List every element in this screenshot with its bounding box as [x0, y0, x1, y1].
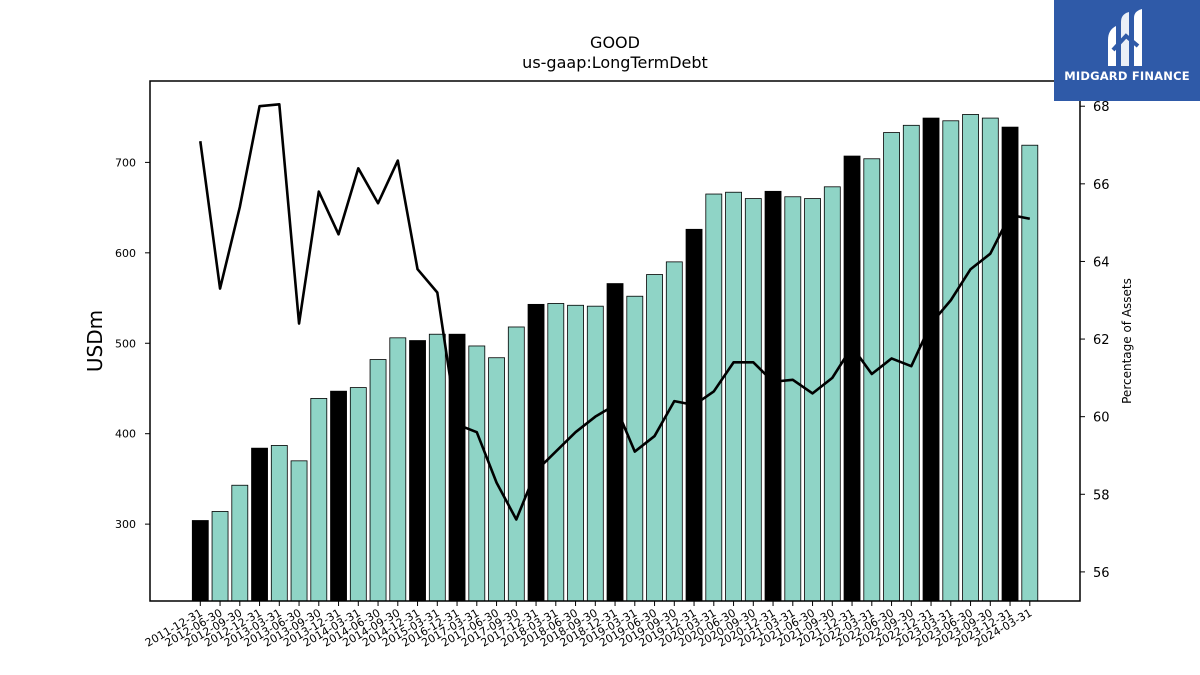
right-tick-label: 66	[1093, 178, 1110, 193]
right-tick-label: 56	[1093, 566, 1110, 581]
bar	[922, 117, 940, 602]
left-tick-label: 400	[115, 428, 136, 441]
right-tick-label: 58	[1093, 488, 1110, 503]
bar	[863, 158, 881, 602]
right-tick-label: 64	[1093, 255, 1110, 270]
bar	[665, 261, 683, 602]
right-tick-label: 68	[1093, 100, 1110, 115]
y-axis-label-left: USDm	[83, 310, 107, 372]
bar	[883, 132, 900, 602]
bar	[764, 190, 782, 602]
bar-series	[191, 114, 1039, 602]
bar	[409, 340, 426, 602]
bar	[507, 326, 525, 602]
bar	[330, 390, 347, 602]
right-axis: 56 58 60 62 64 66 68	[1080, 100, 1110, 581]
bar	[290, 460, 308, 602]
bar	[251, 447, 268, 602]
bar	[310, 398, 328, 602]
bar	[843, 155, 861, 602]
bar	[942, 120, 960, 602]
bar	[349, 387, 367, 602]
chart-title: GOOD	[590, 33, 640, 52]
bar	[191, 520, 209, 602]
bar	[685, 228, 703, 602]
bar	[1021, 144, 1039, 602]
bar	[468, 345, 486, 602]
left-tick-label: 600	[115, 247, 136, 260]
bar	[428, 333, 446, 602]
bar	[211, 511, 229, 602]
bar	[981, 117, 999, 602]
bar	[448, 333, 466, 602]
logo-mark-icon	[1108, 9, 1142, 66]
bar	[962, 114, 979, 602]
bar	[586, 305, 604, 602]
bar	[784, 196, 802, 602]
left-tick-label: 700	[115, 156, 136, 169]
right-tick-label: 60	[1093, 411, 1110, 426]
bar	[270, 445, 288, 602]
right-tick-label: 62	[1093, 333, 1110, 348]
bar	[804, 198, 821, 602]
left-axis: 300 400 500 600 700	[115, 156, 150, 531]
bar	[567, 304, 584, 602]
left-tick-label: 500	[115, 337, 136, 350]
bar	[823, 186, 841, 602]
bar	[527, 303, 545, 602]
bar	[646, 274, 663, 602]
x-axis: 2011-12-312012-06-302012-09-302012-12-31…	[143, 601, 1034, 650]
midgard-finance-logo: MIDGARD FINANCE	[1054, 0, 1200, 101]
bar	[705, 193, 723, 602]
line-series	[199, 102, 1031, 521]
bar	[389, 337, 407, 602]
left-tick-label: 300	[115, 518, 136, 531]
bar	[725, 191, 742, 602]
bar	[1001, 126, 1019, 602]
bar	[744, 198, 762, 602]
bar	[369, 359, 387, 602]
bar	[231, 484, 249, 602]
y-axis-label-right: Percentage of Assets	[1120, 278, 1134, 404]
logo-text: MIDGARD FINANCE	[1064, 69, 1190, 83]
chart-subtitle: us-gaap:LongTermDebt	[522, 53, 708, 72]
bar	[606, 283, 624, 602]
